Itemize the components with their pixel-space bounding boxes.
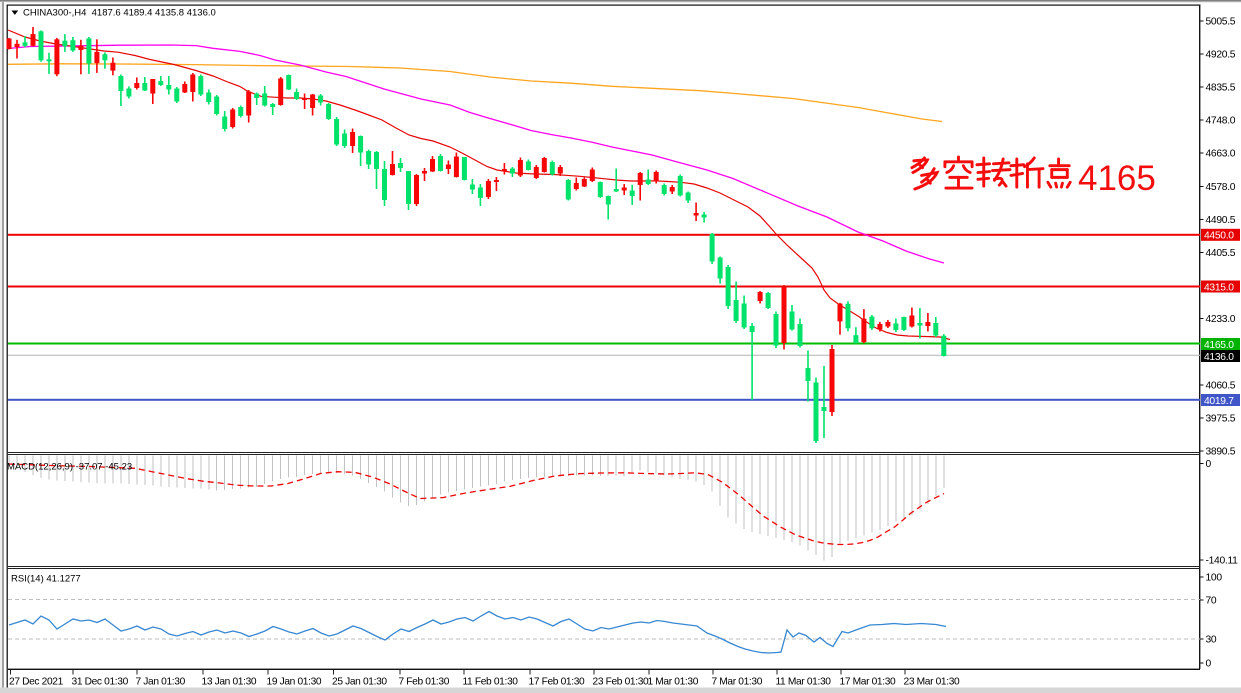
svg-text:19 Jan 01:30: 19 Jan 01:30 — [267, 676, 322, 687]
svg-text:13 Jan 01:30: 13 Jan 01:30 — [202, 676, 257, 687]
svg-text:100: 100 — [1206, 573, 1223, 584]
svg-text:3975.5: 3975.5 — [1206, 414, 1236, 425]
svg-text:4019.7: 4019.7 — [1204, 396, 1234, 407]
svg-text:17 Mar 01:30: 17 Mar 01:30 — [840, 676, 897, 687]
svg-text:31 Dec 01:30: 31 Dec 01:30 — [72, 676, 129, 687]
svg-text:1 Mar 01:30: 1 Mar 01:30 — [648, 676, 699, 687]
svg-text:4490.5: 4490.5 — [1206, 215, 1236, 226]
svg-text:7 Mar 01:30: 7 Mar 01:30 — [712, 676, 763, 687]
svg-text:7 Feb 01:30: 7 Feb 01:30 — [399, 676, 450, 687]
svg-text:4165: 4165 — [1078, 159, 1156, 198]
svg-text:-140.11: -140.11 — [1206, 556, 1239, 567]
svg-text:4663.0: 4663.0 — [1206, 149, 1236, 160]
svg-text:11 Feb 01:30: 11 Feb 01:30 — [463, 676, 519, 687]
svg-text:4136.0: 4136.0 — [1204, 352, 1234, 363]
svg-text:30: 30 — [1206, 635, 1217, 646]
svg-text:RSI(14) 41.1277: RSI(14) 41.1277 — [11, 574, 81, 585]
svg-text:4578.0: 4578.0 — [1206, 182, 1236, 193]
svg-text:4450.0: 4450.0 — [1204, 231, 1234, 242]
svg-text:23 Feb 01:30: 23 Feb 01:30 — [593, 676, 650, 687]
svg-text:4315.0: 4315.0 — [1204, 282, 1234, 293]
svg-text:4920.5: 4920.5 — [1206, 50, 1236, 61]
svg-text:17 Feb 01:30: 17 Feb 01:30 — [529, 676, 586, 687]
svg-text:3890.5: 3890.5 — [1206, 447, 1236, 458]
svg-text:4060.5: 4060.5 — [1206, 381, 1236, 392]
svg-text:27 Dec 2021: 27 Dec 2021 — [9, 676, 64, 687]
svg-text:4748.0: 4748.0 — [1206, 116, 1236, 127]
svg-text:23 Mar 01:30: 23 Mar 01:30 — [904, 676, 961, 687]
svg-text:0: 0 — [1206, 459, 1212, 470]
svg-text:5005.5: 5005.5 — [1206, 17, 1236, 28]
svg-text:25 Jan 01:30: 25 Jan 01:30 — [332, 676, 387, 687]
svg-text:CHINA300-,H4 4187.6 4189.4 41: CHINA300-,H4 4187.6 4189.4 4135.8 4136.0 — [23, 8, 216, 19]
svg-text:4405.5: 4405.5 — [1206, 248, 1236, 259]
svg-text:MACD(12,26,9) -37.07 -45.23: MACD(12,26,9) -37.07 -45.23 — [7, 462, 132, 473]
svg-text:4165.0: 4165.0 — [1204, 340, 1234, 351]
svg-text:7 Jan 01:30: 7 Jan 01:30 — [136, 676, 186, 687]
svg-text:70: 70 — [1206, 596, 1217, 607]
svg-text:0: 0 — [1206, 659, 1212, 670]
svg-text:4835.5: 4835.5 — [1206, 83, 1236, 94]
svg-text:4233.0: 4233.0 — [1206, 314, 1236, 325]
svg-text:11 Mar 01:30: 11 Mar 01:30 — [776, 676, 832, 687]
